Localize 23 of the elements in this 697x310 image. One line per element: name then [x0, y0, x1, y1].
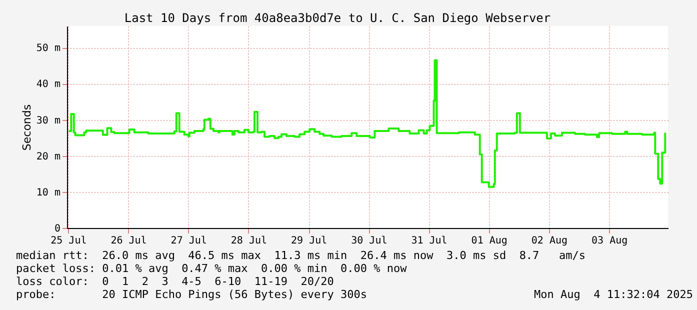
y-tick-label: 40 m — [36, 79, 60, 90]
text: probe: 20 ICMP Echo Pings (56 Bytes) every 300s — [16, 288, 367, 301]
y-tick-label: 10 m — [36, 187, 60, 198]
x-tick-label: 30 Jul — [351, 236, 388, 246]
y-tick-label: 30 m — [36, 115, 60, 126]
x-tick-label: 02 Aug — [531, 236, 568, 246]
y-tick-label: 20 m — [36, 151, 60, 162]
text: median rtt: 26.0 ms avg 46.5 ms max 11.3 ms min 26.4 ms now 3.0 ms sd 8.7 am/s — [16, 249, 586, 262]
x-tick-label: 27 Jul — [170, 236, 207, 246]
chart-title: Last 10 Days from 40a8ea3b0d7e to U. C. San Diego Webserver — [124, 11, 551, 25]
x-tick-label: 03 Aug — [592, 236, 628, 246]
x-tick-label: 28 Jul — [230, 236, 268, 246]
x-tick-label: 31 Jul — [411, 236, 448, 246]
text: Mon Aug 4 11:32:04 2025 — [534, 288, 693, 301]
x-tick-label: 01 Aug — [471, 236, 508, 246]
y-tick-label: 0 — [54, 224, 60, 234]
y-axis-title: Seconds — [20, 104, 34, 151]
y-tick-label: 50 m — [36, 43, 60, 54]
x-tick-label: 29 Jul — [291, 236, 328, 246]
text: loss color: 0 1 2 3 4-5 6-10 11-19 20/20 — [16, 275, 334, 288]
x-tick-label: 26 Jul — [110, 236, 147, 246]
x-tick-label: 25 Jul — [50, 236, 87, 246]
text: packet loss: 0.01 % avg 0.47 % max 0.00 % min 0.00 % now — [16, 262, 408, 275]
